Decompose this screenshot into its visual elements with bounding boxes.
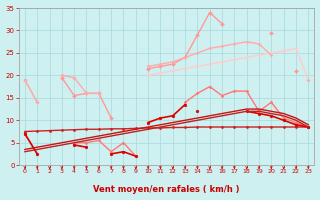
X-axis label: Vent moyen/en rafales ( km/h ): Vent moyen/en rafales ( km/h ) [93,185,240,194]
